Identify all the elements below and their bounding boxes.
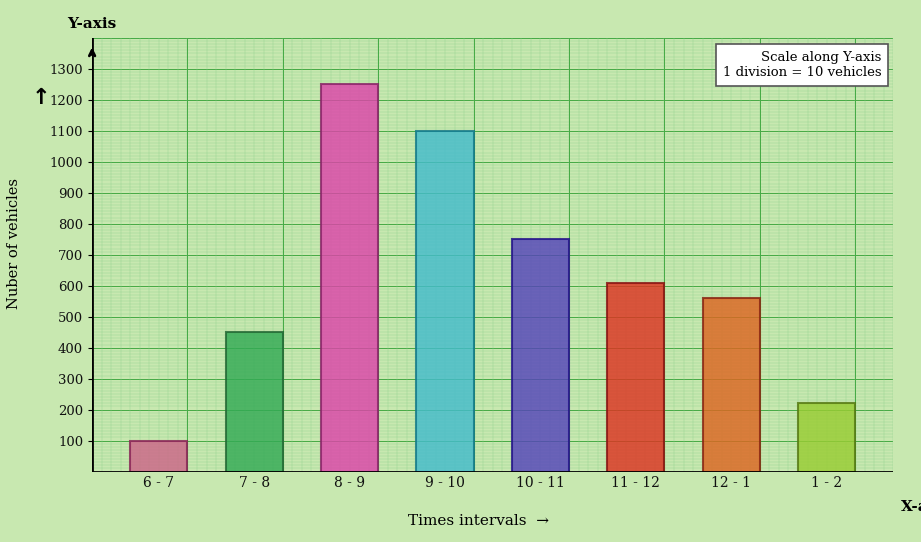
Bar	[130, 441, 188, 472]
Bar	[321, 85, 379, 472]
Bar	[226, 332, 283, 472]
Bar	[416, 131, 473, 472]
Bar	[703, 298, 760, 472]
Text: ↑: ↑	[32, 88, 51, 107]
Text: X-axis: X-axis	[901, 500, 921, 514]
Bar	[512, 239, 569, 472]
Text: Times intervals  →: Times intervals →	[408, 514, 550, 528]
Text: Y-axis: Y-axis	[67, 17, 117, 31]
Bar	[607, 282, 664, 472]
Text: Scale along Y-axis
1 division = 10 vehicles: Scale along Y-axis 1 division = 10 vehic…	[723, 51, 881, 79]
Text: Nuber of vehicles: Nuber of vehicles	[6, 178, 21, 309]
Bar	[798, 403, 856, 472]
